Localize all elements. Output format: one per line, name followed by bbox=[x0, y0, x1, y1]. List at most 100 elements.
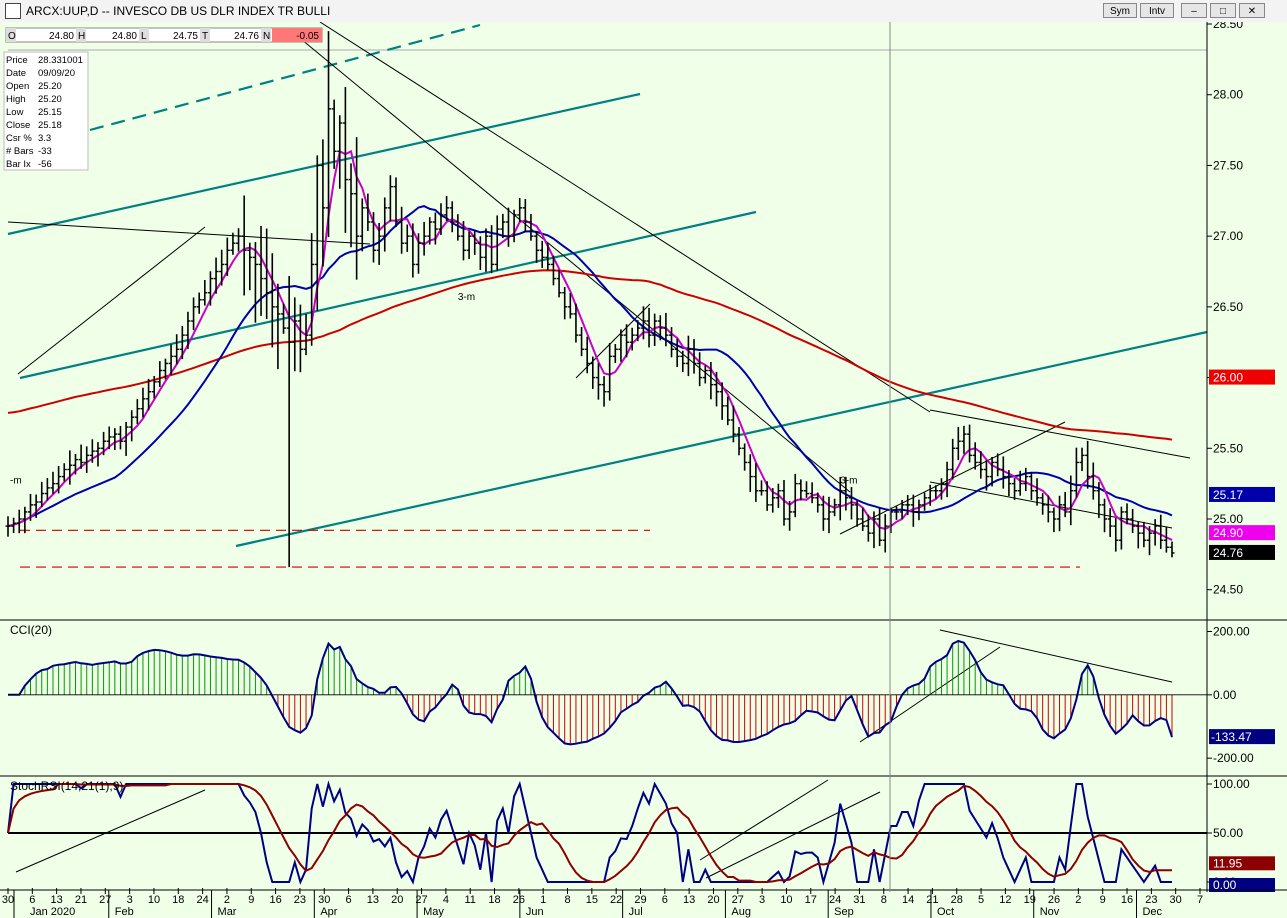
info-label: Close bbox=[6, 120, 30, 131]
y-tick-label: 28.50 bbox=[1213, 22, 1243, 31]
x-tick-label: 23 bbox=[294, 894, 306, 906]
info-label: Price bbox=[6, 55, 28, 66]
x-tick-label: 8 bbox=[881, 894, 887, 906]
x-tick-label: 15 bbox=[586, 894, 598, 906]
maximize-button[interactable]: □ bbox=[1210, 3, 1236, 18]
month-label: Oct bbox=[937, 906, 954, 918]
price-tag bbox=[1209, 486, 1275, 502]
x-tick-label: 26 bbox=[1048, 894, 1060, 906]
cci-title: CCI(20) bbox=[10, 623, 52, 637]
y-tick-label: 25.50 bbox=[1213, 441, 1243, 455]
y-tick-label: 27.50 bbox=[1213, 158, 1243, 172]
price-tag bbox=[1209, 544, 1275, 560]
x-tick-label: 26 bbox=[513, 894, 525, 906]
close-button[interactable]: ✕ bbox=[1239, 3, 1265, 18]
x-tick-label: 29 bbox=[634, 894, 646, 906]
low-label: L bbox=[141, 31, 147, 42]
price-tag bbox=[1209, 369, 1275, 385]
x-tick-label: 5 bbox=[978, 894, 984, 906]
net-value: -0.05 bbox=[296, 31, 319, 42]
x-tick-label: 6 bbox=[29, 894, 35, 906]
x-tick-label: 23 bbox=[1145, 894, 1157, 906]
y-tick-label: 24.50 bbox=[1213, 583, 1243, 597]
x-tick-label: 17 bbox=[805, 894, 817, 906]
info-value: 25.15 bbox=[38, 107, 62, 118]
ma-mid-line bbox=[7, 205, 1173, 528]
x-tick-label: 18 bbox=[172, 894, 184, 906]
sym-button[interactable]: Sym bbox=[1103, 3, 1137, 18]
x-tick-label: 3 bbox=[759, 894, 765, 906]
trendline bbox=[929, 481, 1173, 529]
trendline bbox=[289, 29, 851, 493]
month-label: Mar bbox=[218, 906, 237, 918]
x-tick-label: 3 bbox=[127, 894, 133, 906]
x-tick-label: 24 bbox=[829, 894, 841, 906]
title-bar: ARCX:UUP,D -- INVESCO DB US DLR INDEX TR… bbox=[0, 0, 1287, 23]
month-label: Jun bbox=[526, 906, 544, 918]
month-label: Aug bbox=[731, 906, 751, 918]
x-tick-label: 14 bbox=[902, 894, 914, 906]
minimize-button[interactable]: – bbox=[1181, 3, 1207, 18]
x-tick-label: 16 bbox=[1121, 894, 1133, 906]
chart-canvas[interactable]: 24.50 25.00 25.50 26.00 26.50 27.00 27.50 28.00… bbox=[0, 22, 1287, 918]
channel-mid bbox=[19, 210, 757, 380]
trendline bbox=[929, 409, 1191, 459]
cci-tag bbox=[1209, 729, 1275, 745]
x-tick-label: 20 bbox=[391, 894, 403, 906]
data-window: Price 28.331001 Date 09/09/20 Open 25.20 High 2… bbox=[3, 51, 89, 171]
x-tick-label: 10 bbox=[780, 894, 792, 906]
x-tick-label: 20 bbox=[707, 894, 719, 906]
y-tick-label: 25.00 bbox=[1213, 512, 1243, 526]
stoch-trendline bbox=[699, 779, 829, 861]
info-label: Open bbox=[6, 81, 29, 92]
info-label: Low bbox=[6, 107, 24, 118]
ma-slow-line bbox=[7, 269, 1173, 441]
cci-trendline bbox=[939, 629, 1173, 683]
x-tick-label: 27 bbox=[732, 894, 744, 906]
month-label: May bbox=[423, 906, 444, 918]
ma-fast-line bbox=[7, 149, 1173, 541]
pattern-annotation: 3-m bbox=[458, 292, 475, 303]
x-tick-label: 1 bbox=[540, 894, 546, 906]
stoch-trendline bbox=[705, 791, 881, 879]
window-title: ARCX:UUP,D -- INVESCO DB US DLR INDEX TR… bbox=[26, 4, 331, 18]
channel-upper bbox=[7, 92, 641, 236]
x-tick-label: 2 bbox=[1075, 894, 1081, 906]
cci-panel: 200.00 0.00 -200.00 CCI(20) -133.47 bbox=[8, 623, 1275, 765]
month-label: Feb bbox=[115, 906, 134, 918]
intv-button[interactable]: Intv bbox=[1140, 3, 1174, 18]
x-tick-label: 13 bbox=[683, 894, 695, 906]
x-tick-label: 6 bbox=[346, 894, 352, 906]
x-tick-label: 22 bbox=[610, 894, 622, 906]
month-label: Jul bbox=[629, 906, 643, 918]
x-tick-label: 13 bbox=[367, 894, 379, 906]
pattern-annotation: 3-m bbox=[840, 476, 857, 487]
month-label: Nov bbox=[1040, 906, 1060, 918]
month-label: Apr bbox=[320, 906, 337, 918]
x-tick-label: 18 bbox=[488, 894, 500, 906]
x-tick-label: 12 bbox=[999, 894, 1011, 906]
info-label: # Bars bbox=[6, 146, 34, 157]
y-tick-label: 28.00 bbox=[1213, 88, 1243, 102]
info-value: 28.331001 bbox=[38, 55, 83, 66]
info-value: 3.3 bbox=[38, 133, 51, 144]
stoch-tag-label: 0.00 bbox=[1213, 878, 1237, 892]
trendline bbox=[575, 303, 651, 379]
x-tick-label: 11 bbox=[464, 894, 475, 906]
stoch-trendline bbox=[15, 789, 206, 873]
month-label: Jan 2020 bbox=[30, 906, 75, 918]
x-tick-label: 31 bbox=[853, 894, 865, 906]
x-tick-label: 27 bbox=[99, 894, 111, 906]
price-panel: 24.50 25.00 25.50 26.00 26.50 27.00 27.50 28.00… bbox=[5, 22, 1275, 879]
trendline bbox=[319, 22, 931, 413]
stoch-panel: 100.00 50.00 0.00 StochRSI(14,21(1),9) 11.95… bbox=[7, 777, 1275, 892]
price-tag-label: 26.00 bbox=[1213, 371, 1243, 385]
x-tick-label: 8 bbox=[564, 894, 570, 906]
pattern-annotation: -m bbox=[10, 476, 22, 487]
stoch-title: StochRSI(14,21(1),9) bbox=[10, 779, 123, 793]
stoch-d-line bbox=[7, 783, 1173, 883]
y-tick-label: 26.50 bbox=[1213, 300, 1243, 314]
month-label: Dec bbox=[1142, 906, 1162, 918]
stoch-tag bbox=[1209, 856, 1275, 871]
